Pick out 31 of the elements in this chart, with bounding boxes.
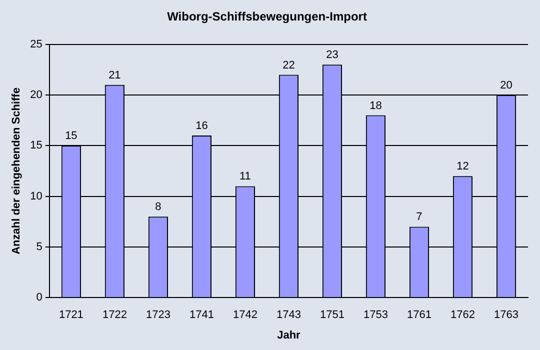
- x-tick-label: 1751: [320, 309, 344, 322]
- x-tick-label: 1721: [58, 309, 84, 322]
- x-tick-label: 1741: [189, 309, 214, 322]
- x-tick-label: 1763: [494, 309, 518, 322]
- y-tick-label: 20: [30, 89, 42, 102]
- data-label: 7: [416, 211, 422, 224]
- data-label: 11: [240, 170, 251, 183]
- data-label: 21: [108, 69, 121, 82]
- y-axis-title: Anzahl der eingehenden Schiffe: [10, 88, 23, 254]
- data-label: 18: [370, 100, 382, 112]
- x-tick-label: 1722: [102, 309, 127, 322]
- y-tick-label: 5: [36, 240, 42, 253]
- chart-title: Wiborg-Schiffsbewegungen-Import: [167, 10, 367, 24]
- y-tick-label: 25: [30, 38, 42, 50]
- x-tick-label: 1762: [450, 309, 475, 322]
- y-tick-label: 15: [30, 140, 42, 152]
- data-label: 20: [500, 80, 512, 92]
- y-tick-label: 0: [36, 292, 42, 304]
- data-label: 22: [282, 59, 295, 72]
- data-label: 16: [196, 120, 208, 132]
- x-tick-label: 1723: [146, 309, 170, 322]
- x-tick-label: 1743: [276, 309, 301, 322]
- x-axis-title: Jahr: [277, 329, 302, 342]
- x-tick-label: 1761: [406, 309, 432, 322]
- data-label: 15: [65, 130, 78, 142]
- x-tick-label: 1742: [232, 309, 258, 322]
- y-tick-label: 10: [30, 190, 42, 202]
- data-label: 12: [456, 160, 469, 173]
- data-label: 23: [326, 49, 338, 62]
- x-tick-label: 1753: [363, 309, 388, 322]
- data-label: 8: [155, 201, 162, 214]
